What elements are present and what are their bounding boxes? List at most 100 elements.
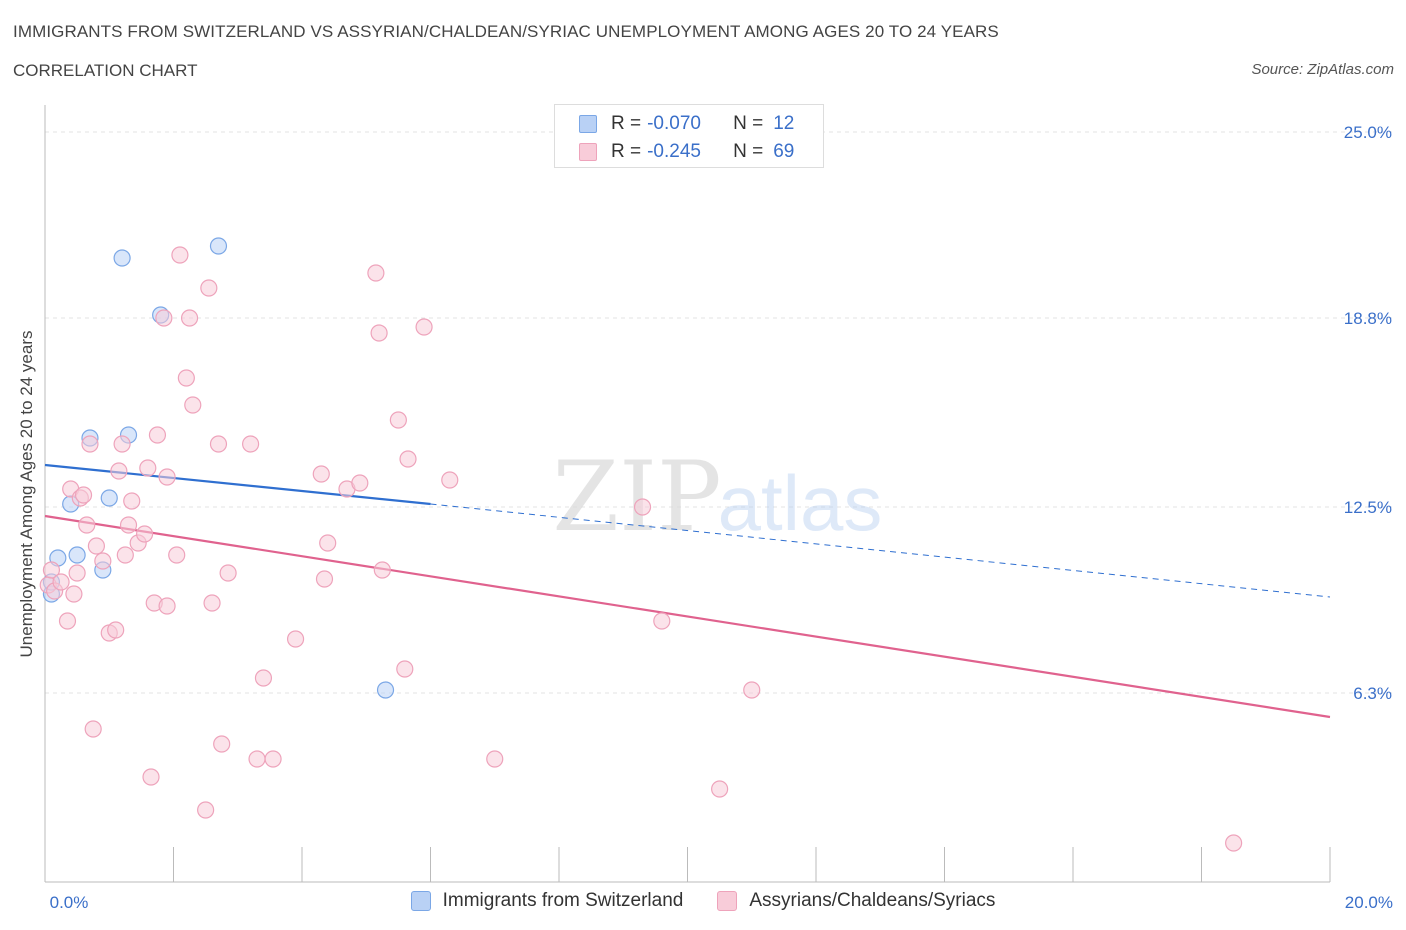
legend-n-value: 12 <box>773 113 795 134</box>
y-axis-label: Unemployment Among Ages 20 to 24 years <box>17 330 36 658</box>
data-point <box>42 561 61 579</box>
data-point <box>376 681 395 699</box>
axes <box>44 105 1331 883</box>
data-points <box>39 237 1243 852</box>
data-point <box>110 462 128 480</box>
data-point <box>81 435 99 453</box>
trend-line-switzerland-extension <box>430 503 1331 598</box>
data-point <box>286 630 305 648</box>
series-legend: Immigrants from Switzerland Assyrians/Ch… <box>0 890 1406 912</box>
x-tick-label-start: 0.0% <box>50 893 89 912</box>
data-point <box>180 309 199 327</box>
chart-title: IMMIGRANTS FROM SWITZERLAND VS ASSYRIAN/… <box>13 22 999 41</box>
data-point <box>158 468 176 486</box>
series-legend-switzerland[interactable]: Immigrants from Switzerland <box>410 890 684 912</box>
data-point <box>415 318 433 336</box>
y-tick-label: 6.3% <box>1353 684 1392 703</box>
data-point <box>486 750 504 768</box>
x-tick-label-end: 20.0% <box>1345 893 1393 912</box>
data-point <box>711 780 729 798</box>
data-point <box>52 573 70 591</box>
data-point <box>248 750 266 768</box>
data-point <box>399 450 417 468</box>
series-label: Immigrants from Switzerland <box>442 890 684 911</box>
data-point <box>87 537 106 555</box>
legend-row-switzerland: R = -0.070 N = 12 <box>579 112 794 136</box>
data-point <box>113 249 131 267</box>
data-point <box>94 552 112 570</box>
series-label: Assyrians/Chaldeans/Syriacs <box>749 890 996 911</box>
data-point <box>1225 834 1243 852</box>
data-point <box>119 516 138 534</box>
data-point <box>242 435 260 453</box>
data-point <box>653 612 671 630</box>
data-point <box>68 564 86 582</box>
legend-r-label: R = <box>611 141 642 162</box>
data-point <box>312 465 330 483</box>
series-swatch-blue <box>410 891 431 911</box>
data-point <box>633 498 652 516</box>
data-point <box>367 264 385 282</box>
series-switzerland-points <box>42 237 395 699</box>
series-swatch-pink <box>717 891 738 911</box>
data-point <box>155 309 173 327</box>
data-point <box>58 612 77 630</box>
data-point <box>197 801 215 819</box>
data-point <box>142 768 160 786</box>
data-point <box>177 369 195 387</box>
data-point <box>168 546 186 564</box>
data-point <box>123 492 141 510</box>
data-point <box>209 435 228 453</box>
data-point <box>219 564 237 582</box>
trend-lines <box>44 463 1331 719</box>
data-point <box>113 435 131 453</box>
y-tick-label: 18.8% <box>1344 309 1392 328</box>
series-legend-assyrian[interactable]: Assyrians/Chaldeans/Syriacs <box>717 890 995 912</box>
series-assyrian-points <box>39 246 1243 852</box>
legend-r-label: R = <box>611 113 642 134</box>
y-tick-label: 12.5% <box>1344 498 1392 517</box>
data-point <box>743 681 761 699</box>
data-point <box>74 486 93 504</box>
data-point <box>148 426 167 444</box>
data-point <box>315 570 334 588</box>
legend-swatch-pink <box>579 143 597 161</box>
correlation-legend: R = -0.070 N = 12 R = -0.245 N = 69 <box>554 104 824 168</box>
data-point <box>254 669 273 687</box>
data-point <box>171 246 189 264</box>
x-tick-labels: 0.0% 20.0% <box>50 893 1393 912</box>
legend-r-value: -0.245 <box>647 141 701 162</box>
data-point <box>203 594 221 612</box>
data-point <box>135 525 154 543</box>
data-point <box>209 237 228 255</box>
data-point <box>373 561 391 579</box>
data-point <box>389 411 407 429</box>
data-point <box>78 516 96 534</box>
data-point <box>107 621 125 639</box>
y-tick-labels: 6.3% 12.5% 18.8% 25.0% <box>1344 123 1392 703</box>
data-point <box>396 660 414 678</box>
legend-r-value: -0.070 <box>647 113 701 134</box>
data-point <box>319 534 337 552</box>
data-point <box>441 471 459 489</box>
legend-n-label: N = <box>733 141 764 162</box>
data-point <box>213 735 231 753</box>
legend-row-assyrian: R = -0.245 N = 69 <box>579 140 794 164</box>
source-label: Source: ZipAtlas.com <box>1251 61 1394 78</box>
data-point <box>68 546 86 564</box>
trend-line-switzerland <box>44 463 431 506</box>
watermark-zip: ZIP <box>552 441 721 553</box>
grid-lines <box>45 131 1392 694</box>
trend-line-assyrian <box>44 514 1331 719</box>
y-tick-label: 25.0% <box>1344 123 1392 142</box>
chart-subtitle: CORRELATION CHART <box>13 61 198 80</box>
watermark-atlas: atlas <box>718 459 883 547</box>
data-point <box>139 459 157 477</box>
data-point <box>158 597 176 615</box>
legend-n-value: 69 <box>773 141 795 162</box>
data-point <box>100 489 118 507</box>
data-point <box>351 474 369 492</box>
watermark: ZIP atlas <box>552 441 882 553</box>
data-point <box>65 585 83 603</box>
